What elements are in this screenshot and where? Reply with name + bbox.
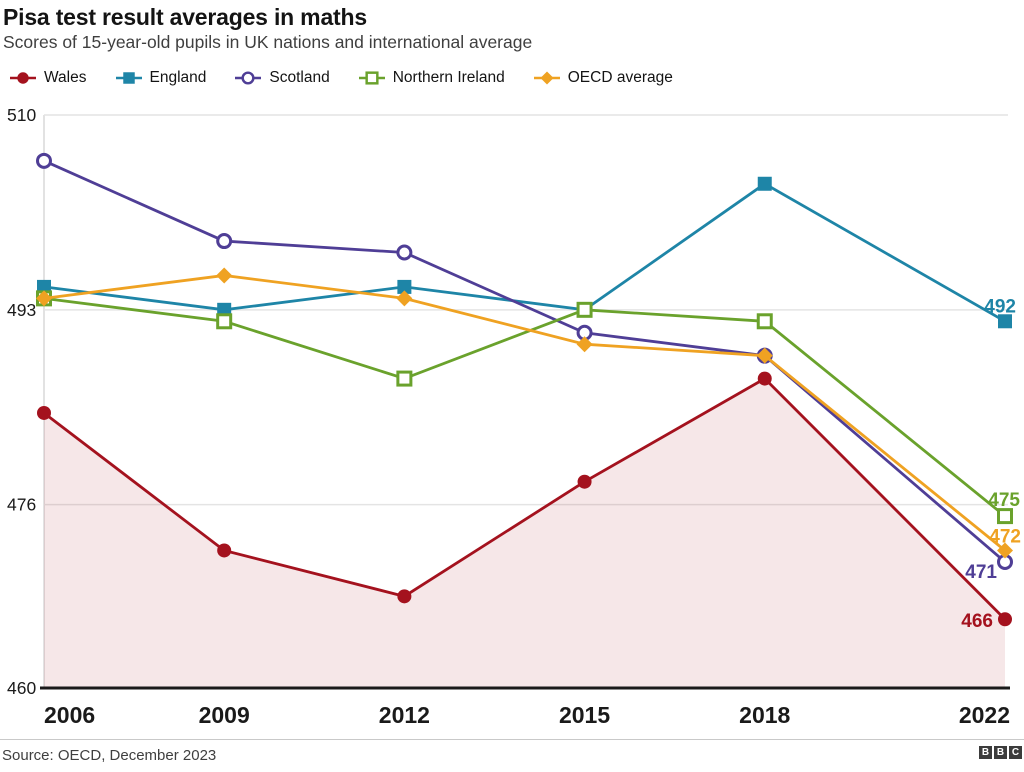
data-point-oecd-average-2015 [576,336,593,353]
data-point-wales-2018 [757,371,772,386]
legend-marker-england-icon [115,72,142,84]
x-axis-label-2006: 2006 [44,702,95,728]
x-axis-label-2018: 2018 [739,702,790,728]
x-axis-label-2012: 2012 [379,702,430,728]
legend-label-oecd-average: OECD average [567,69,673,86]
data-point-wales-2009 [217,543,232,558]
area-fill-wales [44,378,1005,688]
data-point-northern-ireland-2012 [396,370,413,387]
series-scotland: 471 [36,152,1013,583]
legend-marker-oecd-average-icon [533,71,560,85]
legend-glyph-scotland [241,71,255,85]
end-value-label-oecd-average: 472 [989,526,1021,547]
end-value-label-northern-ireland: 475 [988,490,1020,511]
data-point-england-2018 [757,176,772,191]
legend-item-scotland: Scotland [233,69,330,87]
footer-divider [0,739,1024,740]
legend-item-wales: Wales [8,69,87,87]
x-axis-label-2009: 2009 [199,702,250,728]
data-point-northern-ireland-2009 [216,313,233,330]
legend-marker-scotland-icon [235,71,262,85]
end-value-label-wales: 466 [961,611,993,632]
data-point-scotland-2006 [36,152,52,169]
data-point-oecd-average-2009 [216,267,233,284]
data-point-england-2022 [998,314,1012,329]
bbc-logo-block-1: B [979,746,992,759]
legend-label-northern-ireland: Northern Ireland [392,69,505,86]
chart-legend: Wales England Scotland Northern Ireland OECD… [8,69,673,87]
data-point-northern-ireland-2022 [997,508,1013,525]
x-axis-label-2022: 2022 [959,702,1010,728]
data-point-oecd-average-2018 [756,347,773,364]
series-northern-ireland: 475 [36,290,1020,525]
data-point-wales-2012 [397,589,412,604]
data-point-oecd-average-2012 [396,290,413,307]
series-line-northern-ireland [43,296,1006,518]
end-value-label-england: 492 [984,296,1016,317]
y-axis-label-510: 510 [7,105,36,125]
legend-item-oecd-average: OECD average [532,69,673,87]
series-line-oecd-average [43,274,1006,552]
legend-glyph-england [122,72,135,84]
page-title: Pisa test result averages in maths [3,4,367,30]
series-line-scotland [43,159,1006,564]
source-text: Source: OECD, December 2023 [2,747,217,764]
data-point-northern-ireland-2015 [576,301,593,318]
legend-label-wales: Wales [44,69,87,86]
bbc-logo-block-3: C [1009,746,1022,759]
data-point-northern-ireland-2018 [756,313,773,330]
page-subtitle: Scores of 15-year-old pupils in UK natio… [3,32,533,52]
data-point-scotland-2012 [396,244,413,261]
series-line-england [43,182,1006,323]
legend-glyph-northern-ireland [365,71,379,85]
x-axis-label-2015: 2015 [559,702,610,728]
data-point-oecd-average-2022 [997,542,1013,559]
bbc-logo-block-2: B [994,746,1007,759]
legend-item-england: England [114,69,207,87]
legend-glyph-wales [17,72,29,84]
y-axis-label-493: 493 [7,300,36,320]
end-value-label-scotland: 471 [965,562,997,583]
data-point-wales-2006 [37,405,51,420]
legend-label-england: England [149,69,207,86]
legend-marker-northern-ireland-icon [358,71,385,85]
legend-item-northern-ireland: Northern Ireland [357,69,505,87]
data-point-wales-2022 [998,612,1012,627]
legend-marker-wales-icon [10,72,36,84]
y-axis-label-460: 460 [7,678,36,698]
y-axis-label-476: 476 [7,495,36,515]
series-oecd-average: 472 [36,267,1021,559]
series-wales: 466 [37,371,1012,632]
data-point-oecd-average-2006 [36,290,52,307]
legend-label-scotland: Scotland [269,69,330,86]
data-point-wales-2015 [577,474,592,489]
data-point-england-2012 [397,279,412,294]
data-point-scotland-2009 [216,233,233,250]
series-line-wales [43,376,1006,621]
